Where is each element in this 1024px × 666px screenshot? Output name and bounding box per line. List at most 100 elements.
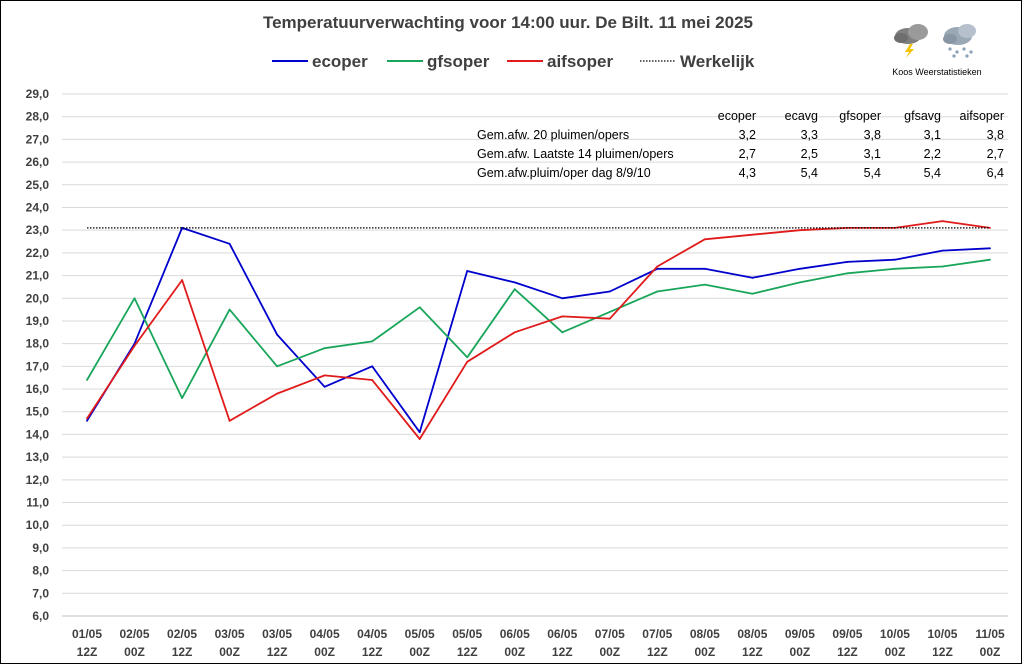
x-tick-date: 05/05	[452, 627, 482, 641]
x-tick-run: 00Z	[504, 645, 525, 659]
y-tick-label: 15,0	[26, 405, 50, 419]
y-tick-label: 25,0	[26, 178, 50, 192]
x-tick-date: 03/05	[215, 627, 245, 641]
data-point-aifsoper	[276, 392, 279, 395]
data-point-aifsoper	[561, 315, 564, 318]
data-point-aifsoper	[798, 229, 801, 232]
x-tick-run: 12Z	[457, 645, 478, 659]
x-tick-run: 12Z	[362, 645, 383, 659]
data-point-aifsoper	[133, 345, 136, 347]
y-tick-label: 27,0	[26, 132, 50, 146]
y-tick-label: 17,0	[26, 359, 50, 373]
x-tick-date: 07/05	[642, 627, 672, 641]
x-tick-date: 05/05	[405, 627, 435, 641]
data-point-aifsoper	[323, 374, 326, 377]
data-point-gfsoper	[276, 365, 279, 368]
legend-label-aifsoper: aifsoper	[547, 52, 614, 71]
data-point-gfsoper	[703, 283, 706, 286]
legend-label-ecoper: ecoper	[312, 52, 368, 71]
logo-text: Koos Weerstatistieken	[892, 67, 981, 77]
data-point-aifsoper	[466, 360, 469, 363]
series-line-aifsoper	[86, 220, 991, 440]
stats-header: gfsavg	[904, 109, 941, 123]
stats-cell: 3,2	[739, 128, 756, 142]
stats-cell: 2,5	[801, 147, 818, 161]
x-tick-run: 00Z	[790, 645, 811, 659]
thunderstorm-cloud-icon	[894, 24, 928, 58]
data-point-ecoper	[561, 297, 564, 300]
x-tick-date: 04/05	[357, 627, 387, 641]
data-point-aifsoper	[989, 227, 991, 229]
grid-lines	[62, 93, 1008, 617]
x-tick-run: 12Z	[172, 645, 193, 659]
stats-row-label: Gem.afw. Laatste 14 pluimen/opers	[477, 147, 674, 161]
data-point-ecoper	[941, 249, 944, 252]
x-tick-date: 01/05	[72, 627, 102, 641]
stats-header: aifsoper	[960, 109, 1004, 123]
stats-cell: 5,4	[924, 166, 941, 180]
y-tick-label: 8,0	[32, 564, 49, 578]
data-point-ecoper	[846, 261, 849, 263]
x-tick-run: 00Z	[314, 645, 335, 659]
x-tick-run: 00Z	[124, 645, 145, 659]
x-tick-run: 00Z	[219, 645, 240, 659]
data-point-gfsoper	[798, 281, 801, 284]
data-point-gfsoper	[418, 306, 421, 309]
data-point-gfsoper	[133, 297, 136, 300]
stats-cell: 3,1	[924, 128, 941, 142]
data-point-aifsoper	[371, 379, 374, 381]
data-point-gfsoper	[323, 347, 326, 350]
x-tick-date: 10/05	[880, 627, 910, 641]
data-point-ecoper	[466, 270, 469, 272]
x-tick-run: 00Z	[599, 645, 620, 659]
x-tick-date: 03/05	[262, 627, 292, 641]
data-point-ecoper	[323, 385, 326, 388]
data-point-ecoper	[228, 242, 231, 245]
x-tick-date: 09/05	[832, 627, 862, 641]
data-point-ecoper	[894, 258, 896, 261]
x-tick-date: 06/05	[547, 627, 577, 641]
x-tick-run: 12Z	[267, 645, 288, 659]
data-point-aifsoper	[656, 265, 659, 268]
stats-cell: 3,1	[864, 147, 881, 161]
y-axis: 6,0 7,0 8,0 9,0 10,0 11,0 12,0 13,0 14,0 15,0 16,0…	[26, 87, 50, 623]
x-axis: 01/05 12Z 02/05 00Z 02/05 12Z 03/05 00Z 03/05 12Z…	[72, 627, 1005, 659]
data-point-gfsoper	[513, 288, 516, 291]
x-tick-date: 02/05	[167, 627, 197, 641]
stats-cell: 2,2	[924, 147, 941, 161]
data-point-gfsoper	[846, 272, 849, 275]
y-tick-label: 6,0	[32, 609, 49, 623]
y-tick-label: 19,0	[26, 314, 50, 328]
data-point-ecoper	[703, 267, 706, 270]
stats-header: gfsoper	[839, 109, 881, 123]
data-point-ecoper	[798, 267, 801, 270]
x-tick-date: 10/05	[927, 627, 957, 641]
stats-table: ecoper ecavg gfsoper gfsavg aifsoper Gem.afw.…	[477, 109, 1004, 180]
data-point-ecoper	[371, 365, 374, 368]
data-point-gfsoper	[86, 379, 88, 381]
data-point-aifsoper	[228, 419, 231, 422]
stats-cell: 2,7	[739, 147, 756, 161]
stats-header: ecoper	[718, 109, 756, 123]
data-point-gfsoper	[751, 292, 754, 295]
stats-cell: 6,4	[987, 166, 1004, 180]
y-tick-label: 20,0	[26, 291, 50, 305]
y-tick-label: 13,0	[26, 450, 50, 464]
y-tick-label: 28,0	[26, 110, 50, 124]
series-lines	[86, 220, 991, 440]
data-point-ecoper	[989, 247, 991, 250]
x-tick-date: 07/05	[595, 627, 625, 641]
data-point-gfsoper	[941, 265, 944, 268]
data-point-aifsoper	[418, 438, 421, 440]
data-point-gfsoper	[181, 397, 183, 400]
chart-title: Temperatuurverwachting voor 14:00 uur. D…	[263, 13, 753, 32]
y-tick-label: 11,0	[26, 496, 49, 510]
y-tick-label: 18,0	[26, 337, 50, 351]
stats-cell: 2,7	[987, 147, 1004, 161]
data-point-gfsoper	[989, 258, 991, 261]
series-line-gfsoper	[86, 258, 991, 400]
y-tick-label: 23,0	[26, 223, 50, 237]
x-tick-run: 12Z	[932, 645, 953, 659]
snow-cloud-icon	[943, 24, 976, 58]
